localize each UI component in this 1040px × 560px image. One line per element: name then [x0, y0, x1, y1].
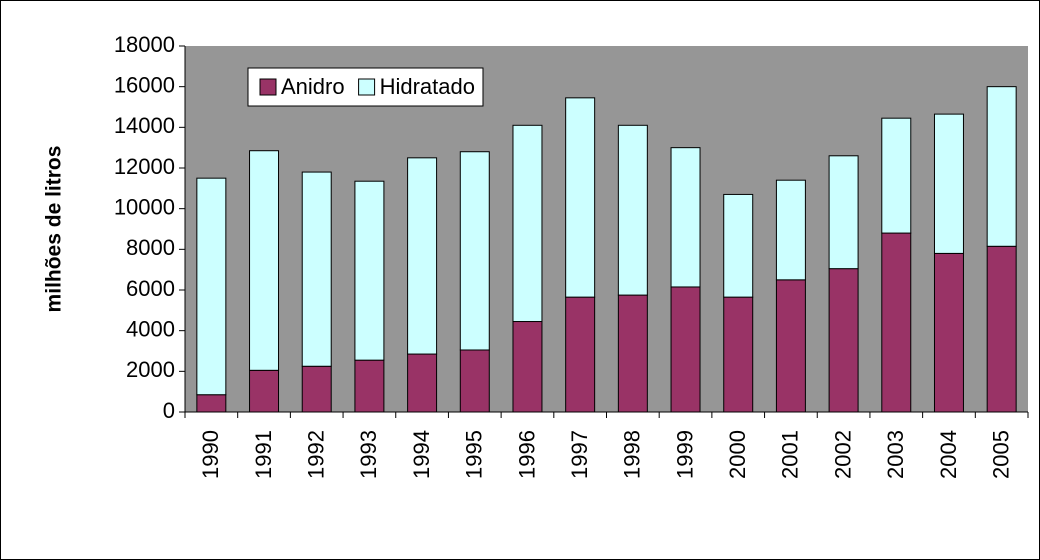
bar	[354, 180, 385, 361]
bar	[775, 179, 806, 281]
y-tick-label: 18000	[114, 32, 175, 57]
x-tick-label: 2002	[830, 430, 855, 479]
bar	[617, 294, 648, 413]
x-tick-label: 2003	[883, 430, 908, 479]
x-tick-label: 1998	[620, 430, 645, 479]
x-tick-label: 2001	[778, 430, 803, 479]
legend-label: Anidro	[281, 74, 345, 99]
y-tick-label: 14000	[114, 113, 175, 138]
x-tick-label: 2005	[988, 430, 1013, 479]
bar	[512, 124, 543, 323]
bar	[670, 147, 701, 288]
bar	[881, 117, 912, 234]
bar	[196, 394, 227, 413]
x-tick-label: 2004	[936, 430, 961, 479]
x-tick-label: 1996	[514, 430, 539, 479]
bar	[407, 353, 438, 413]
bar	[407, 157, 438, 355]
x-tick-label: 1994	[409, 430, 434, 479]
y-tick-label: 4000	[126, 316, 175, 341]
bar	[512, 321, 543, 413]
bar	[459, 349, 490, 413]
bar	[301, 365, 332, 413]
y-tick-label: 2000	[126, 357, 175, 382]
x-tick-label: 1997	[567, 430, 592, 479]
bar	[354, 359, 385, 413]
x-tick-label: 1991	[251, 430, 276, 479]
x-tick-label: 1999	[672, 430, 697, 479]
x-tick-label: 1990	[198, 430, 223, 479]
y-tick-label: 0	[163, 398, 175, 423]
bar	[881, 232, 912, 413]
y-tick-label: 16000	[114, 72, 175, 97]
legend-label: Hidratado	[380, 74, 475, 99]
x-tick-label: 1995	[462, 430, 487, 479]
legend-swatch	[259, 78, 277, 96]
bar	[933, 113, 964, 254]
x-tick-label: 1993	[356, 430, 381, 479]
y-axis-label: milhões de litros	[43, 146, 66, 313]
bar	[617, 124, 648, 296]
bar	[249, 369, 280, 413]
y-tick-label: 10000	[114, 194, 175, 219]
bar	[565, 296, 596, 413]
bar	[196, 177, 227, 396]
legend-swatch	[358, 78, 376, 96]
bar	[723, 296, 754, 413]
bar	[723, 193, 754, 298]
x-tick-label: 2000	[725, 430, 750, 479]
bar	[775, 279, 806, 413]
bar	[565, 97, 596, 298]
bar	[986, 86, 1017, 247]
bar	[459, 151, 490, 351]
bar	[828, 268, 859, 413]
legend: Anidro Hidratado	[247, 67, 484, 107]
bar	[828, 155, 859, 270]
bar	[670, 286, 701, 413]
y-tick-label: 6000	[126, 276, 175, 301]
bar	[249, 150, 280, 371]
x-tick-label: 1992	[304, 430, 329, 479]
bar	[301, 171, 332, 367]
bar	[933, 252, 964, 413]
y-tick-label: 12000	[114, 154, 175, 179]
bar	[986, 245, 1017, 413]
y-tick-label: 8000	[126, 235, 175, 260]
